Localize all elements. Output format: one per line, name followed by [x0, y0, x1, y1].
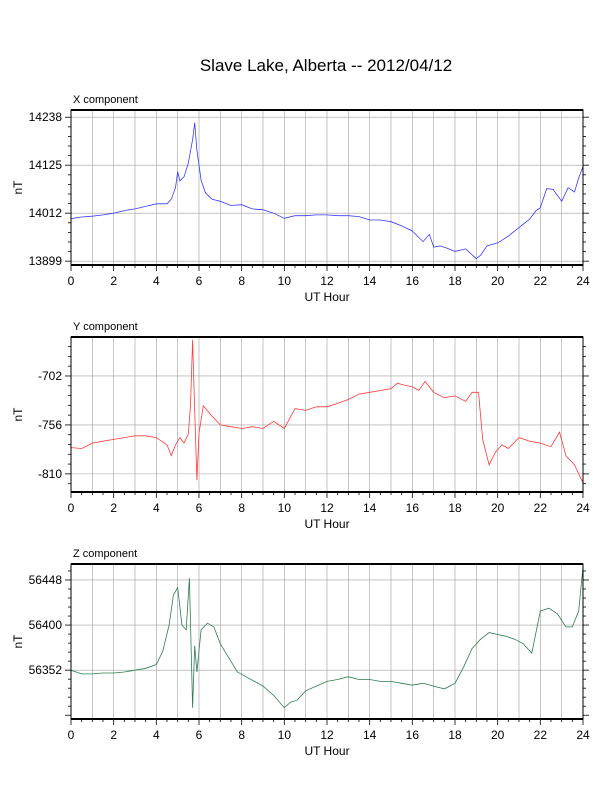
x-tick-label: 18	[448, 728, 462, 742]
y-tick-label: -756	[38, 418, 62, 432]
y-axis-title: nT	[11, 180, 25, 195]
x-tick-label: 8	[238, 501, 245, 515]
data-series-line	[70, 122, 584, 260]
y-axis-title: nT	[11, 407, 25, 422]
x-tick-label: 24	[576, 274, 590, 288]
x-axis-title: UT Hour	[304, 290, 349, 304]
component-label: Z component	[73, 548, 137, 560]
x-tick-label: 20	[491, 728, 505, 742]
x-tick-label: 0	[68, 728, 75, 742]
component-label: X component	[73, 94, 138, 106]
x-tick-label: 22	[534, 274, 548, 288]
data-series-line	[70, 566, 584, 709]
x-tick-label: 10	[278, 274, 292, 288]
x-tick-label: 4	[153, 274, 160, 288]
y-tick-label: 14125	[29, 158, 63, 172]
x-tick-label: 14	[363, 501, 377, 515]
y-tick-label: -810	[38, 467, 62, 481]
y-tick-label: 56352	[29, 663, 63, 677]
x-tick-label: 20	[491, 501, 505, 515]
x-tick-label: 12	[320, 274, 334, 288]
y-tick-label: -702	[38, 369, 62, 383]
x-axis-title: UT Hour	[304, 744, 349, 758]
x-tick-label: 4	[153, 728, 160, 742]
data-series-line	[70, 339, 584, 484]
y-tick-label: 13899	[29, 254, 63, 268]
x-tick-label: 12	[320, 728, 334, 742]
x-tick-label: 2	[110, 501, 117, 515]
x-tick-label: 6	[196, 274, 203, 288]
x-tick-label: 2	[110, 728, 117, 742]
y-tick-label: 56400	[29, 618, 63, 632]
x-tick-label: 4	[153, 501, 160, 515]
x-tick-label: 8	[238, 274, 245, 288]
y-tick-label: 56448	[29, 573, 63, 587]
x-tick-label: 6	[196, 501, 203, 515]
x-tick-label: 24	[576, 501, 590, 515]
page-title: Slave Lake, Alberta -- 2012/04/12	[199, 56, 453, 75]
x-tick-label: 8	[238, 728, 245, 742]
x-tick-label: 16	[406, 274, 420, 288]
x-tick-label: 0	[68, 274, 75, 288]
x-tick-label: 18	[448, 501, 462, 515]
y-tick-label: 14238	[29, 110, 63, 124]
y-axis-title: nT	[11, 634, 25, 649]
x-tick-label: 16	[406, 728, 420, 742]
x-tick-label: 10	[278, 501, 292, 515]
x-tick-label: 14	[363, 274, 377, 288]
x-tick-label: 14	[363, 728, 377, 742]
x-tick-label: 6	[196, 728, 203, 742]
x-axis-title: UT Hour	[304, 517, 349, 531]
x-tick-label: 22	[534, 501, 548, 515]
x-tick-label: 0	[68, 501, 75, 515]
x-tick-label: 18	[448, 274, 462, 288]
component-label: Y component	[73, 321, 138, 333]
x-tick-label: 10	[278, 728, 292, 742]
x-tick-label: 12	[320, 501, 334, 515]
x-tick-label: 20	[491, 274, 505, 288]
x-tick-label: 22	[534, 728, 548, 742]
x-tick-label: 24	[576, 728, 590, 742]
x-tick-label: 16	[406, 501, 420, 515]
x-tick-label: 2	[110, 274, 117, 288]
y-tick-label: 14012	[29, 206, 63, 220]
